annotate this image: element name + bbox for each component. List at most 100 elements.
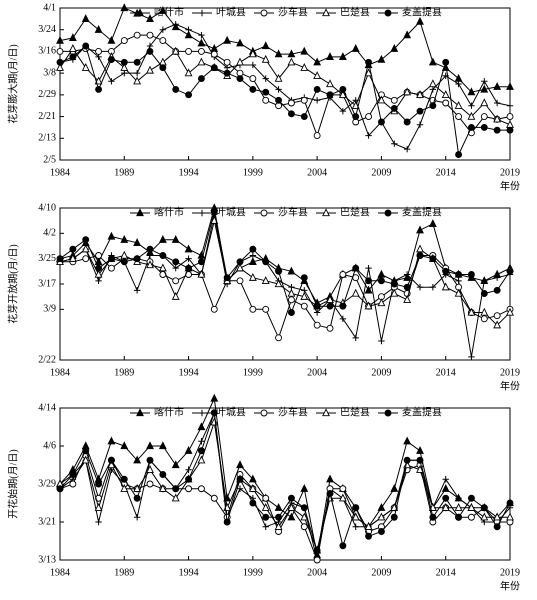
- marker: [146, 14, 154, 23]
- marker: [261, 503, 270, 511]
- marker: [262, 96, 270, 104]
- marker: [352, 334, 359, 342]
- series-line: [59, 207, 511, 304]
- marker: [506, 126, 514, 134]
- marker: [248, 49, 257, 58]
- marker: [416, 244, 424, 253]
- marker: [159, 26, 167, 33]
- marker: [68, 44, 77, 52]
- marker: [480, 290, 488, 297]
- marker: [210, 207, 218, 215]
- legend-marker: [384, 209, 392, 217]
- x-axis-label: 年份: [500, 579, 520, 592]
- marker: [326, 91, 334, 99]
- marker: [249, 245, 257, 253]
- marker: [326, 302, 334, 310]
- marker: [455, 495, 462, 502]
- marker: [300, 63, 309, 71]
- marker: [338, 52, 347, 61]
- marker: [249, 305, 257, 313]
- marker: [197, 57, 206, 66]
- marker: [262, 305, 270, 313]
- marker: [146, 441, 154, 450]
- marker: [506, 82, 514, 90]
- marker: [352, 523, 359, 530]
- marker: [403, 283, 411, 291]
- marker: [467, 494, 475, 502]
- marker: [390, 44, 399, 52]
- marker: [133, 514, 141, 521]
- y-tick-label: 3/29: [38, 478, 56, 489]
- legend-label: 巴楚县: [340, 205, 370, 218]
- marker: [133, 31, 141, 39]
- marker: [171, 46, 180, 55]
- marker: [493, 99, 501, 107]
- marker: [287, 512, 296, 521]
- marker: [249, 252, 257, 259]
- x-tick-label: 1999: [243, 167, 263, 178]
- marker: [377, 503, 386, 511]
- y-axis-label: 开花始期(月/日): [6, 449, 19, 518]
- marker: [261, 54, 270, 63]
- marker: [429, 102, 437, 110]
- marker: [198, 438, 205, 445]
- marker: [287, 503, 296, 511]
- marker: [428, 57, 437, 66]
- marker: [403, 456, 411, 464]
- marker: [480, 315, 488, 323]
- y-tick-label: 2/13: [38, 133, 56, 144]
- marker: [94, 269, 103, 278]
- x-tick-label: 2004: [307, 367, 327, 378]
- marker: [120, 258, 128, 266]
- marker: [326, 490, 334, 497]
- marker: [429, 513, 437, 521]
- marker: [442, 99, 450, 107]
- marker: [429, 86, 437, 93]
- marker: [185, 475, 193, 483]
- marker: [171, 493, 180, 502]
- marker: [223, 35, 232, 44]
- marker: [377, 298, 386, 307]
- marker: [365, 277, 373, 285]
- marker: [493, 523, 501, 531]
- marker: [261, 41, 270, 50]
- legend-marker: [322, 208, 330, 217]
- marker: [441, 484, 450, 492]
- marker: [121, 69, 128, 77]
- marker: [107, 460, 116, 469]
- marker: [455, 113, 463, 121]
- marker: [454, 503, 463, 511]
- marker: [378, 337, 385, 345]
- marker: [107, 35, 116, 44]
- marker: [197, 269, 206, 278]
- marker: [146, 260, 154, 269]
- marker: [467, 123, 475, 131]
- x-tick-label: 2014: [436, 367, 456, 378]
- marker: [262, 75, 269, 82]
- marker: [120, 484, 129, 492]
- marker: [107, 436, 116, 445]
- marker: [287, 99, 295, 107]
- marker: [377, 54, 386, 63]
- marker: [120, 234, 129, 243]
- marker: [416, 456, 424, 464]
- marker: [442, 267, 450, 275]
- marker: [236, 475, 244, 483]
- legend-label: 喀什市: [154, 5, 184, 18]
- marker: [377, 269, 386, 278]
- marker: [95, 47, 103, 55]
- y-tick-label: 2/29: [38, 89, 56, 100]
- x-tick-label: 1994: [179, 567, 199, 578]
- marker: [159, 37, 167, 45]
- marker: [480, 512, 489, 521]
- marker: [365, 264, 372, 272]
- marker: [339, 485, 347, 493]
- marker: [352, 264, 360, 272]
- marker: [275, 96, 283, 104]
- marker: [390, 104, 398, 112]
- marker: [351, 288, 360, 297]
- marker: [351, 512, 360, 521]
- marker: [68, 253, 77, 262]
- marker: [441, 90, 450, 99]
- marker: [455, 271, 463, 278]
